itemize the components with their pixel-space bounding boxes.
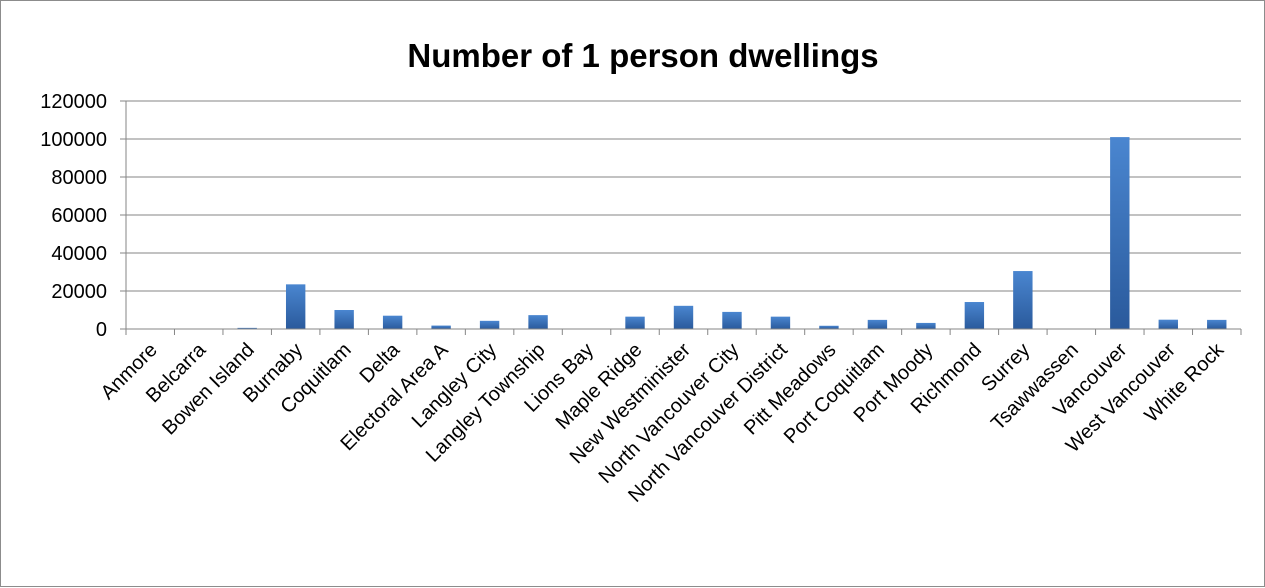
bar-langley-city	[480, 321, 499, 329]
y-tick-label: 60000	[51, 205, 107, 227]
chart-title: Number of 1 person dwellings	[407, 37, 878, 74]
bar-coquitlam	[334, 310, 353, 329]
gridlines	[126, 101, 1241, 291]
y-tick-label: 100000	[40, 129, 107, 151]
bar-new-westminister	[674, 306, 693, 329]
bar-langley-township	[528, 315, 547, 329]
y-tick-label: 120000	[40, 91, 107, 113]
bars	[141, 137, 1227, 329]
bar-port-moody	[916, 323, 935, 329]
y-tick-label: 0	[96, 319, 107, 341]
bar-west-vancouver	[1159, 320, 1178, 329]
bar-burnaby	[286, 284, 305, 329]
bar-electoral-area-a	[431, 326, 450, 329]
y-axis-tick-labels: 0 20000 40000 60000 80000 100000 120000	[40, 91, 107, 341]
bar-vancouver	[1110, 137, 1129, 329]
bar-north-vancouver-district	[771, 317, 790, 329]
bar-delta	[383, 316, 402, 329]
bar-white-rock	[1207, 320, 1226, 329]
bar-port-coquitlam	[868, 320, 887, 329]
bar-surrey	[1013, 271, 1032, 329]
y-tick-label: 80000	[51, 167, 107, 189]
y-tick-label: 20000	[51, 281, 107, 303]
bar-maple-ridge	[625, 317, 644, 329]
y-tick-label: 40000	[51, 243, 107, 265]
bar-richmond	[965, 302, 984, 329]
bar-north-vancouver-city	[722, 312, 741, 329]
